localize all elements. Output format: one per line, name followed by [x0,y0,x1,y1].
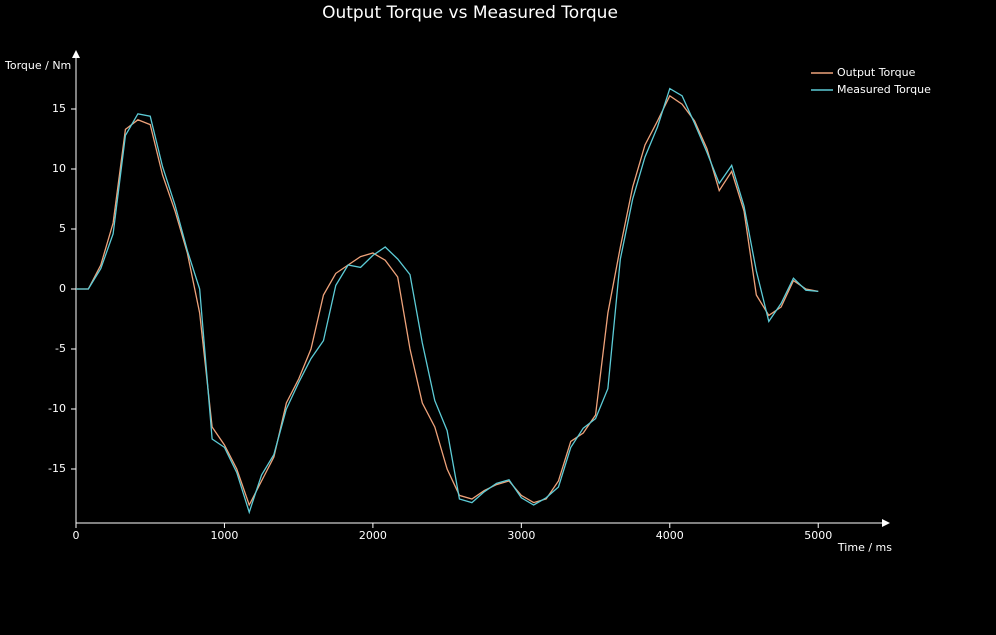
y-tick-label: 5 [59,222,66,235]
x-tick-label: 3000 [507,529,535,542]
y-tick-label: 10 [52,162,66,175]
y-axis-label: Torque / Nm [4,59,71,72]
x-axis-arrow [882,519,890,527]
x-tick-label: 4000 [656,529,684,542]
x-tick-label: 5000 [804,529,832,542]
y-tick-label: 15 [52,102,66,115]
series-line [76,87,819,515]
x-tick-label: 0 [73,529,80,542]
x-tick-label: 2000 [359,529,387,542]
x-tick-label: 1000 [210,529,238,542]
y-tick-label: -10 [48,402,66,415]
legend-label: Output Torque [837,66,916,79]
y-axis-arrow [72,50,80,58]
y-tick-label: 0 [59,282,66,295]
y-tick-label: -5 [55,342,66,355]
y-tick-label: -15 [48,462,66,475]
series-line [76,94,819,507]
chart-title: Output Torque vs Measured Torque [322,3,618,23]
x-axis-label: Time / ms [837,541,892,554]
legend-label: Measured Torque [837,83,931,96]
